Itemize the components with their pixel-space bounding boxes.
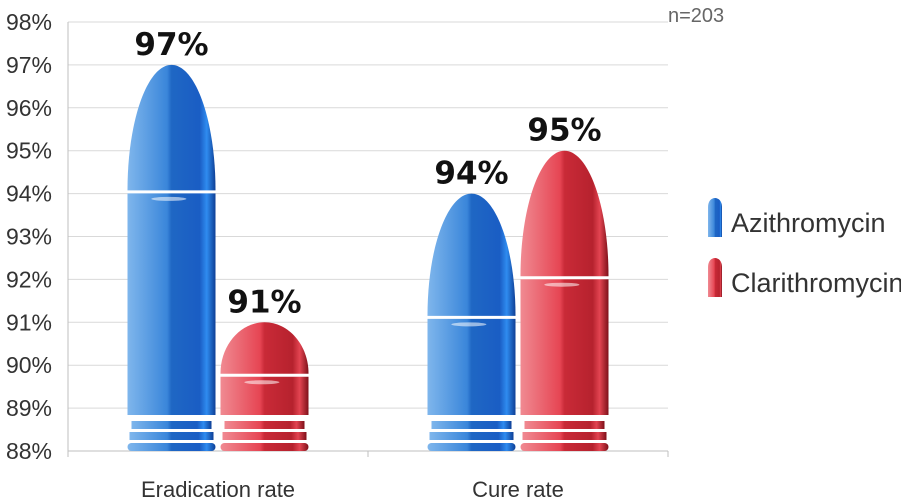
- y-tick-label: 97%: [6, 52, 52, 78]
- data-label: 94%: [434, 156, 508, 192]
- y-tick-label: 90%: [6, 352, 52, 378]
- bar-clarithromycin: [220, 322, 309, 451]
- legend-swatch-icon: [708, 198, 722, 237]
- data-label: 95%: [527, 113, 601, 149]
- y-tick-label: 94%: [6, 181, 52, 207]
- bar-clarithromycin: [520, 150, 609, 451]
- y-tick-label: 96%: [6, 95, 52, 121]
- data-label: 97%: [134, 27, 208, 63]
- y-tick-label: 91%: [6, 309, 52, 335]
- data-label: 91%: [227, 284, 301, 320]
- y-tick-label: 92%: [6, 266, 52, 292]
- legend-swatch-icon: [708, 258, 722, 297]
- y-tick-label: 95%: [6, 138, 52, 164]
- y-tick-label: 93%: [6, 224, 52, 250]
- y-tick-label: 89%: [6, 395, 52, 421]
- bar-azithromycin: [427, 193, 516, 451]
- x-category-label: Eradication rate: [141, 477, 295, 501]
- legend-label: Clarithromycin: [731, 268, 901, 298]
- legend-item: Clarithromycin: [708, 258, 901, 298]
- y-tick-label: 98%: [6, 9, 52, 35]
- y-tick-label: 88%: [6, 438, 52, 464]
- legend-label: Azithromycin: [731, 208, 886, 238]
- bar-azithromycin: [127, 64, 216, 451]
- legend-item: Azithromycin: [708, 198, 886, 238]
- sample-size-note: n=203: [668, 5, 724, 27]
- x-category-label: Cure rate: [472, 477, 564, 501]
